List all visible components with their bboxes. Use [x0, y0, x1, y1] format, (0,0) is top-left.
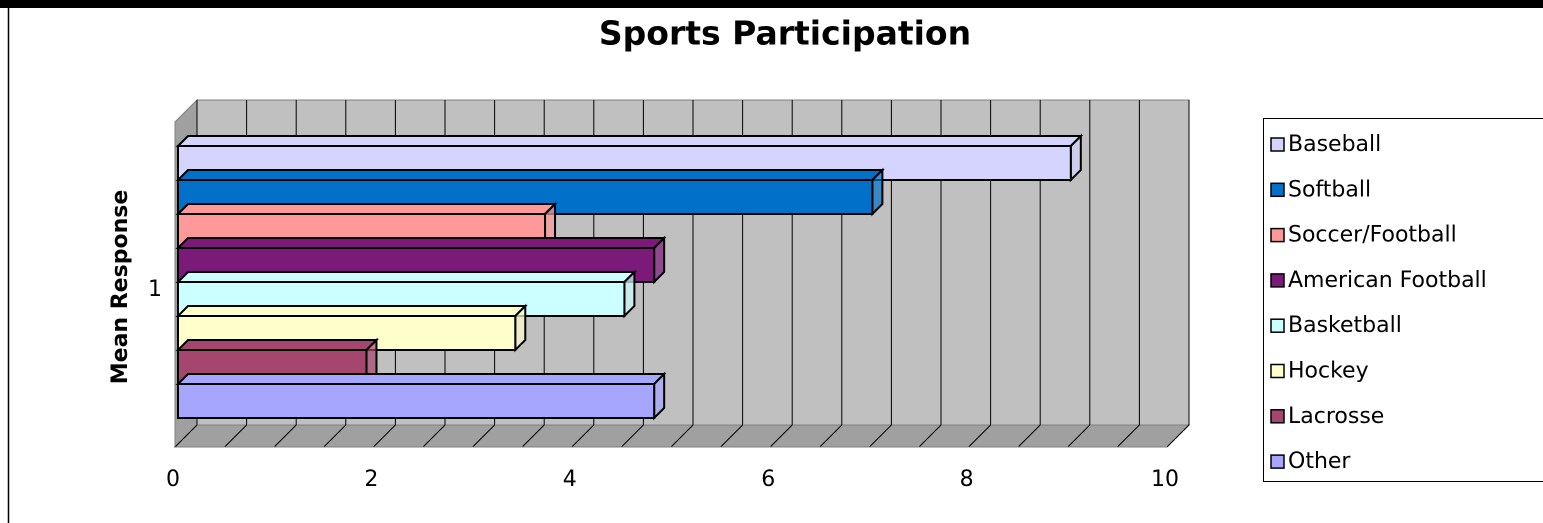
legend-label: Basketball	[1288, 313, 1402, 338]
floor-grid-line	[1166, 424, 1190, 448]
bar	[177, 383, 656, 419]
legend-swatch	[1270, 409, 1285, 424]
floor-grid-line	[1067, 424, 1091, 448]
floor-grid-line	[621, 424, 644, 448]
bar-top	[175, 373, 667, 385]
legend	[1263, 118, 1543, 482]
x-tick-label: 10	[1151, 467, 1179, 492]
y-tick-label: 1	[148, 277, 162, 302]
bar-top	[175, 169, 885, 181]
legend-swatch	[1270, 182, 1285, 198]
legend-label: Baseball	[1288, 132, 1381, 157]
floor-grid-line	[422, 424, 446, 448]
x-tick-label: 2	[364, 467, 378, 492]
bar-top	[175, 237, 667, 249]
floor-grid-line	[571, 424, 595, 448]
floor-grid-line	[273, 424, 297, 448]
floor-grid-line	[373, 424, 396, 448]
legend-label: American Football	[1288, 268, 1487, 293]
x-tick-label: 8	[960, 467, 974, 492]
floor-grid-line	[521, 424, 545, 448]
y-axis-label: Mean Response	[108, 190, 133, 384]
top-bar	[0, 0, 1543, 8]
bar-top	[175, 135, 1084, 147]
x-tick-label: 0	[166, 467, 180, 492]
legend-swatch	[1270, 227, 1285, 243]
floor-grid-line	[769, 424, 793, 448]
bar-top	[175, 305, 528, 317]
legend-swatch	[1270, 273, 1285, 288]
floor-grid-line	[968, 424, 991, 448]
chart-title: Sports Participation	[599, 14, 971, 53]
floor-grid-line	[174, 424, 198, 448]
bar-top	[175, 271, 637, 283]
legend-swatch	[1270, 318, 1285, 333]
x-tick-label: 6	[761, 467, 775, 492]
floor-grid-line	[323, 424, 347, 448]
floor-grid-line	[472, 424, 495, 448]
legend-label: Hockey	[1288, 359, 1369, 384]
floor-grid-line	[1117, 424, 1140, 448]
floor-grid-line	[224, 424, 247, 448]
legend-label: Lacrosse	[1288, 404, 1384, 429]
bar-top	[175, 203, 558, 215]
floor-grid-line	[670, 424, 694, 448]
legend-label: Other	[1288, 449, 1351, 474]
x-tick-label: 4	[563, 467, 577, 492]
floor-grid-line	[1017, 424, 1041, 448]
legend-swatch	[1270, 137, 1285, 152]
bar-top	[175, 339, 379, 351]
legend-swatch	[1270, 454, 1285, 469]
floor-grid-line	[918, 424, 942, 448]
legend-swatch	[1270, 363, 1285, 379]
legend-label: Softball	[1288, 177, 1371, 202]
legend-label: Soccer/Football	[1288, 223, 1457, 248]
floor-grid-line	[869, 424, 892, 448]
floor-grid-line	[720, 424, 743, 448]
floor-grid-line	[819, 424, 843, 448]
